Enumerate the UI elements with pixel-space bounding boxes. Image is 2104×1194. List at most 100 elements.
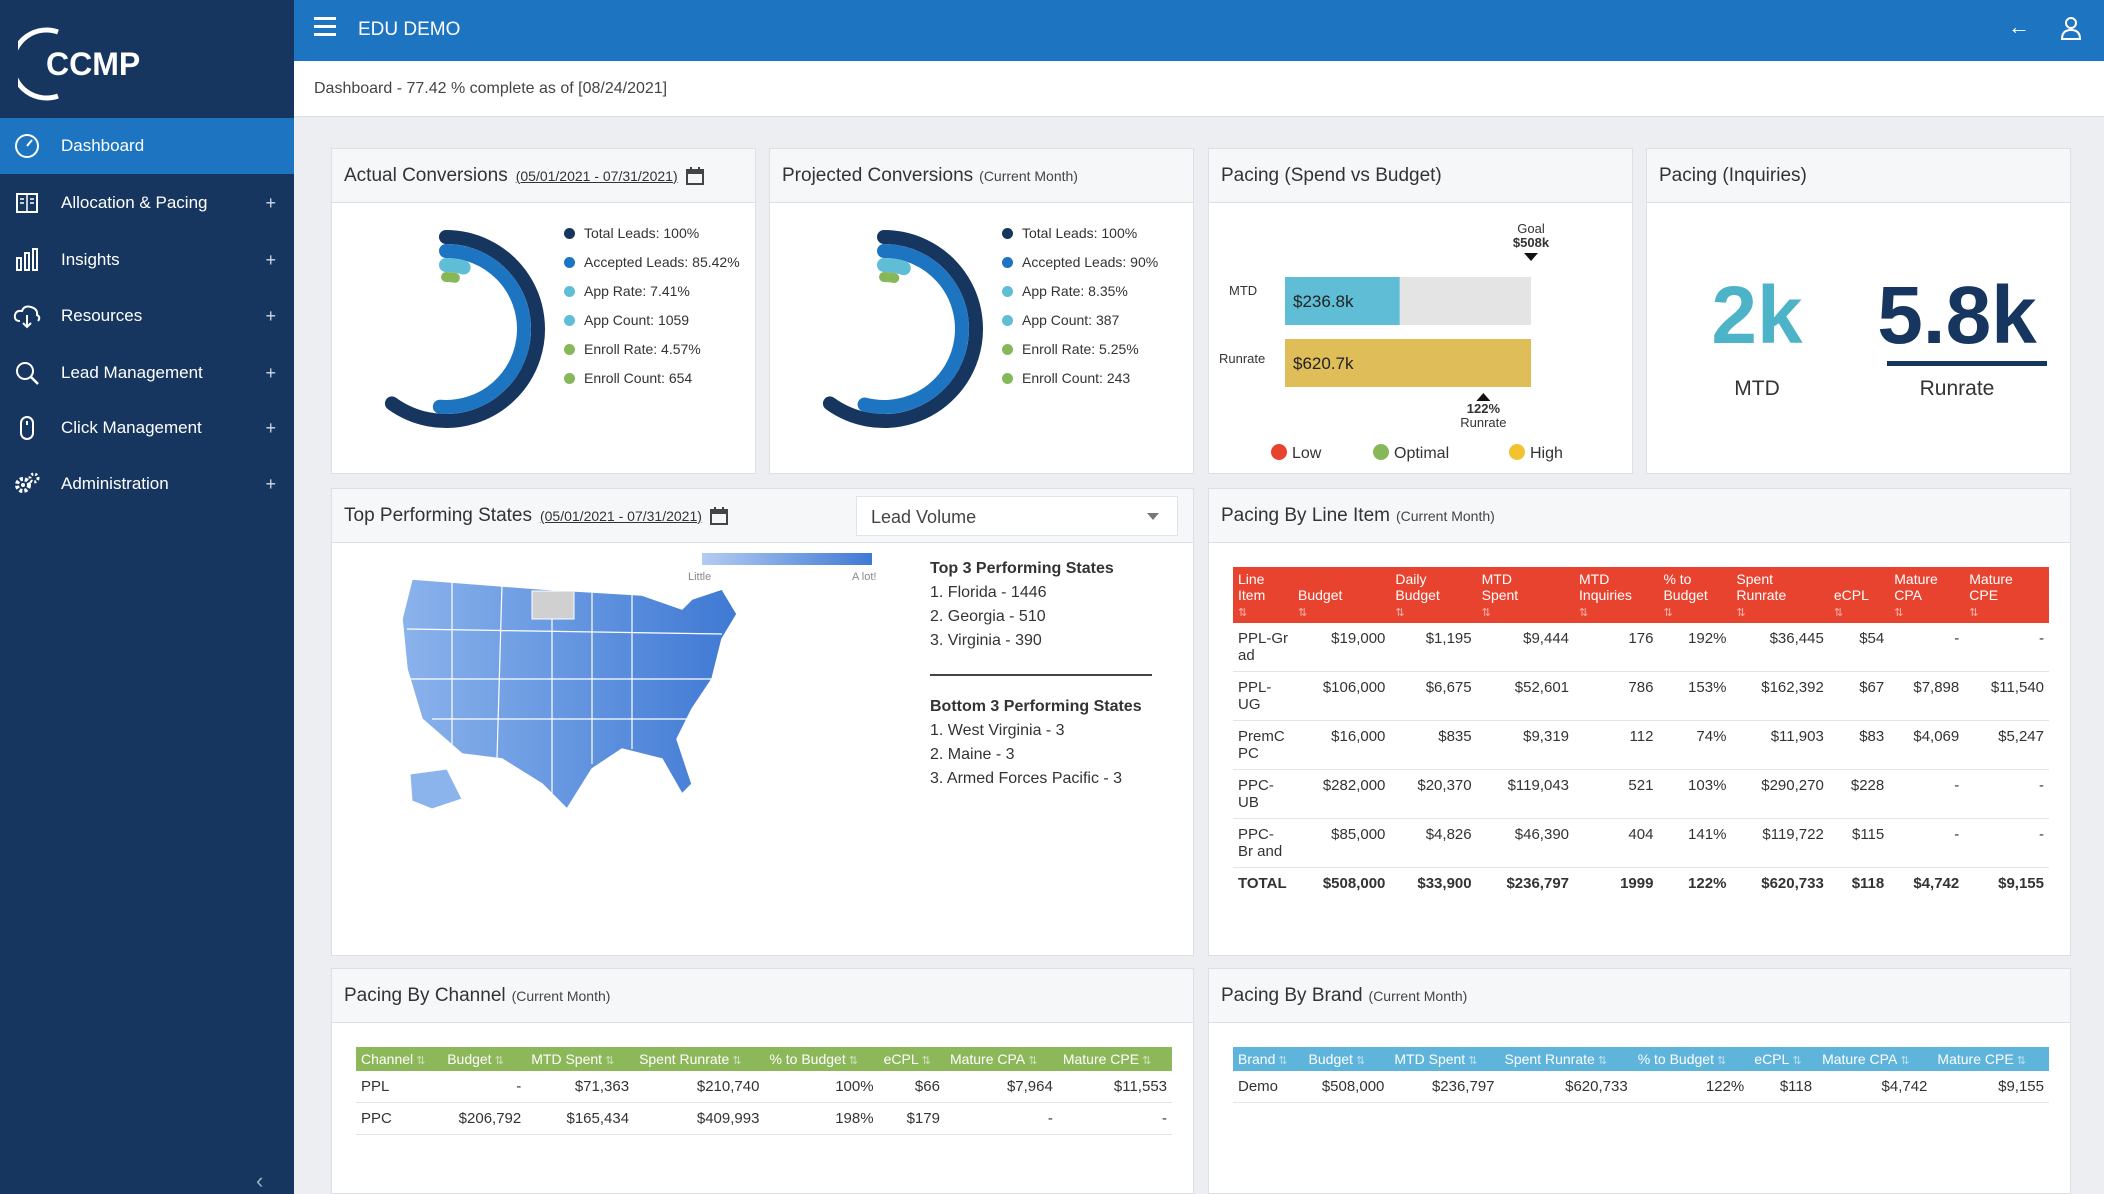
column-header[interactable]: % to Budget ⇅ bbox=[1633, 1047, 1750, 1071]
column-header[interactable]: Channel ⇅ bbox=[356, 1047, 442, 1071]
sort-icon[interactable]: ⇅ bbox=[1894, 607, 1904, 619]
sort-icon[interactable]: ⇅ bbox=[1713, 1055, 1727, 1067]
sort-icon[interactable]: ⇅ bbox=[918, 1055, 931, 1067]
sort-icon[interactable]: ⇅ bbox=[1238, 607, 1248, 619]
column-header[interactable]: MTD Spent ⇅ bbox=[526, 1047, 634, 1071]
column-header[interactable]: Budget ⇅ bbox=[1304, 1047, 1390, 1071]
expand-plus-icon[interactable]: + bbox=[265, 473, 276, 494]
sidebar-item-lead-management[interactable]: Lead Management + bbox=[0, 345, 294, 401]
column-header[interactable]: Daily Budget ⇅ bbox=[1390, 567, 1476, 623]
column-header-line: Spent bbox=[1481, 587, 1519, 603]
table-row[interactable]: PPL - $71,363 $210,740 100% $66 $7,964 $11,553 bbox=[356, 1071, 1172, 1103]
sort-icon[interactable]: ⇅ bbox=[1594, 1055, 1608, 1067]
hamburger-menu-icon[interactable] bbox=[314, 17, 336, 37]
sort-icon[interactable]: ⇅ bbox=[1139, 1055, 1152, 1067]
sidebar-item-administration[interactable]: Administration + bbox=[0, 456, 294, 512]
column-header[interactable]: eCPL ⇅ bbox=[1829, 567, 1889, 623]
legend-label: Enroll Rate: 4.57% bbox=[584, 341, 701, 357]
column-header[interactable]: MTD Spent ⇅ bbox=[1477, 567, 1574, 623]
table-cell: $5,247 bbox=[1964, 720, 2049, 770]
column-header[interactable]: Mature CPA ⇅ bbox=[945, 1047, 1058, 1071]
sidebar-item-insights[interactable]: Insights + bbox=[0, 232, 294, 288]
column-header[interactable]: Mature CPA ⇅ bbox=[1817, 1047, 1932, 1071]
column-header[interactable]: Mature CPA ⇅ bbox=[1889, 567, 1964, 623]
expand-plus-icon[interactable]: + bbox=[265, 192, 276, 213]
sort-icon[interactable]: ⇅ bbox=[1969, 607, 1979, 619]
column-header[interactable]: MTD Spent ⇅ bbox=[1389, 1047, 1499, 1071]
calendar-icon[interactable] bbox=[709, 506, 728, 525]
legend-dot bbox=[564, 256, 575, 268]
sort-icon[interactable]: ⇅ bbox=[1833, 607, 1844, 619]
sort-icon[interactable]: ⇅ bbox=[1275, 1055, 1288, 1067]
table-row[interactable]: PPC-Br and $85,000 $4,826 $46,390 404 141% $11… bbox=[1233, 818, 2049, 868]
sort-icon[interactable]: ⇅ bbox=[1789, 1055, 1802, 1067]
column-header-label: Budget bbox=[447, 1051, 492, 1067]
table-row[interactable]: PremC PC $16,000 $835 $9,319 112 74% $11,903 $8… bbox=[1233, 720, 2049, 770]
column-header[interactable]: Spent Runrate ⇅ bbox=[1731, 567, 1828, 623]
date-range-link[interactable]: (05/01/2021 - 07/31/2021) bbox=[515, 167, 678, 184]
column-header[interactable]: % to Budget ⇅ bbox=[1658, 567, 1731, 623]
sort-icon[interactable]: ⇅ bbox=[602, 1055, 615, 1067]
column-header[interactable]: MTD Inquiries ⇅ bbox=[1574, 567, 1658, 623]
table-row[interactable]: PPC $206,792 $165,434 $409,993 198% $179- - bbox=[356, 1102, 1172, 1135]
sort-icon[interactable]: ⇅ bbox=[1736, 607, 1746, 619]
table-row[interactable]: Demo $508,000 $236,797 $620,733 122% $118 $4,7… bbox=[1233, 1071, 2049, 1103]
expand-plus-icon[interactable]: + bbox=[265, 417, 276, 438]
table-row[interactable]: PPL-Gr ad $19,000 $1,195 $9,444 176 192% $36,4… bbox=[1233, 623, 2049, 672]
us-map[interactable] bbox=[392, 569, 772, 829]
sidebar-item-resources[interactable]: Resources + bbox=[0, 288, 294, 344]
legend-item: Total Leads: 100% bbox=[1002, 225, 1137, 241]
column-header[interactable]: eCPL ⇅ bbox=[1749, 1047, 1817, 1071]
expand-plus-icon[interactable]: + bbox=[265, 362, 276, 383]
sort-icon[interactable]: ⇅ bbox=[1298, 607, 1308, 619]
sort-icon[interactable]: ⇅ bbox=[1663, 607, 1673, 619]
user-icon[interactable] bbox=[2060, 16, 2082, 40]
date-range-link[interactable]: (05/01/2021 - 07/31/2021) bbox=[539, 507, 702, 524]
table-cell: 141% bbox=[1658, 818, 1732, 868]
column-header-line: Item bbox=[1238, 587, 1266, 603]
legend-dot bbox=[1002, 343, 1013, 355]
ccmp-logo[interactable]: CCMP bbox=[18, 22, 178, 102]
column-header-label: Mature CPE bbox=[1937, 1051, 2014, 1067]
sort-icon[interactable]: ⇅ bbox=[1465, 1055, 1478, 1067]
column-header[interactable]: Budget ⇅ bbox=[1293, 567, 1390, 623]
column-header[interactable]: Brand ⇅ bbox=[1233, 1047, 1304, 1071]
sidebar-item-dashboard[interactable]: Dashboard bbox=[0, 118, 294, 174]
sort-icon[interactable]: ⇅ bbox=[1579, 607, 1589, 619]
sort-icon[interactable]: ⇅ bbox=[2013, 1055, 2026, 1067]
column-header[interactable]: Mature CPE ⇅ bbox=[1932, 1047, 2049, 1071]
expand-plus-icon[interactable]: + bbox=[265, 305, 276, 326]
sort-icon[interactable]: ⇅ bbox=[491, 1055, 504, 1067]
sort-icon[interactable]: ⇅ bbox=[413, 1055, 426, 1067]
metric-select[interactable]: Lead Volume bbox=[856, 496, 1178, 536]
table-cell: $11,540 bbox=[1964, 671, 2049, 721]
column-header[interactable]: Mature CPE ⇅ bbox=[1058, 1047, 1172, 1071]
column-header[interactable]: Line Item ⇅ bbox=[1233, 567, 1293, 623]
table-row[interactable]: PPL-UG $106,000 $6,675 $52,601 786 153% $162,3… bbox=[1233, 671, 2049, 721]
sidebar-item-click-management[interactable]: Click Management + bbox=[0, 400, 294, 456]
table-cell: $52,601 bbox=[1476, 671, 1575, 721]
sort-icon[interactable]: ⇅ bbox=[1395, 607, 1405, 619]
column-header[interactable]: Budget ⇅ bbox=[442, 1047, 526, 1071]
column-header[interactable]: Mature CPE ⇅ bbox=[1964, 567, 2049, 623]
legend-label: App Rate: 8.35% bbox=[1022, 283, 1128, 299]
expand-plus-icon[interactable]: + bbox=[265, 249, 276, 270]
sort-icon[interactable]: ⇅ bbox=[1352, 1055, 1366, 1067]
calendar-icon[interactable] bbox=[685, 166, 704, 185]
sidebar-item-allocation-pacing[interactable]: Allocation & Pacing + bbox=[0, 175, 294, 231]
column-header[interactable]: eCPL ⇅ bbox=[879, 1047, 945, 1071]
sort-icon[interactable]: ⇅ bbox=[729, 1055, 742, 1067]
column-header[interactable]: Spent Runrate ⇅ bbox=[634, 1047, 764, 1071]
back-arrow-icon[interactable]: ← bbox=[2008, 14, 2030, 39]
column-header[interactable]: Spent Runrate ⇅ bbox=[1500, 1047, 1633, 1071]
column-header[interactable]: % to Budget ⇅ bbox=[764, 1047, 878, 1071]
table-cell: $4,826 bbox=[1390, 818, 1477, 868]
sort-icon[interactable]: ⇅ bbox=[1025, 1055, 1038, 1067]
table-row[interactable]: PPC-UB $282,000 $20,370 $119,043 521 103% $290… bbox=[1233, 769, 2049, 819]
sort-icon[interactable]: ⇅ bbox=[1481, 607, 1491, 619]
sort-icon[interactable]: ⇅ bbox=[845, 1055, 858, 1067]
sort-icon[interactable]: ⇅ bbox=[1897, 1055, 1910, 1067]
bottom-state-item: 3. Armed Forces Pacific - 3 bbox=[930, 770, 1123, 787]
collapse-sidebar-icon[interactable]: ‹ bbox=[256, 1168, 264, 1193]
table-cell: $11,903 bbox=[1731, 720, 1829, 770]
